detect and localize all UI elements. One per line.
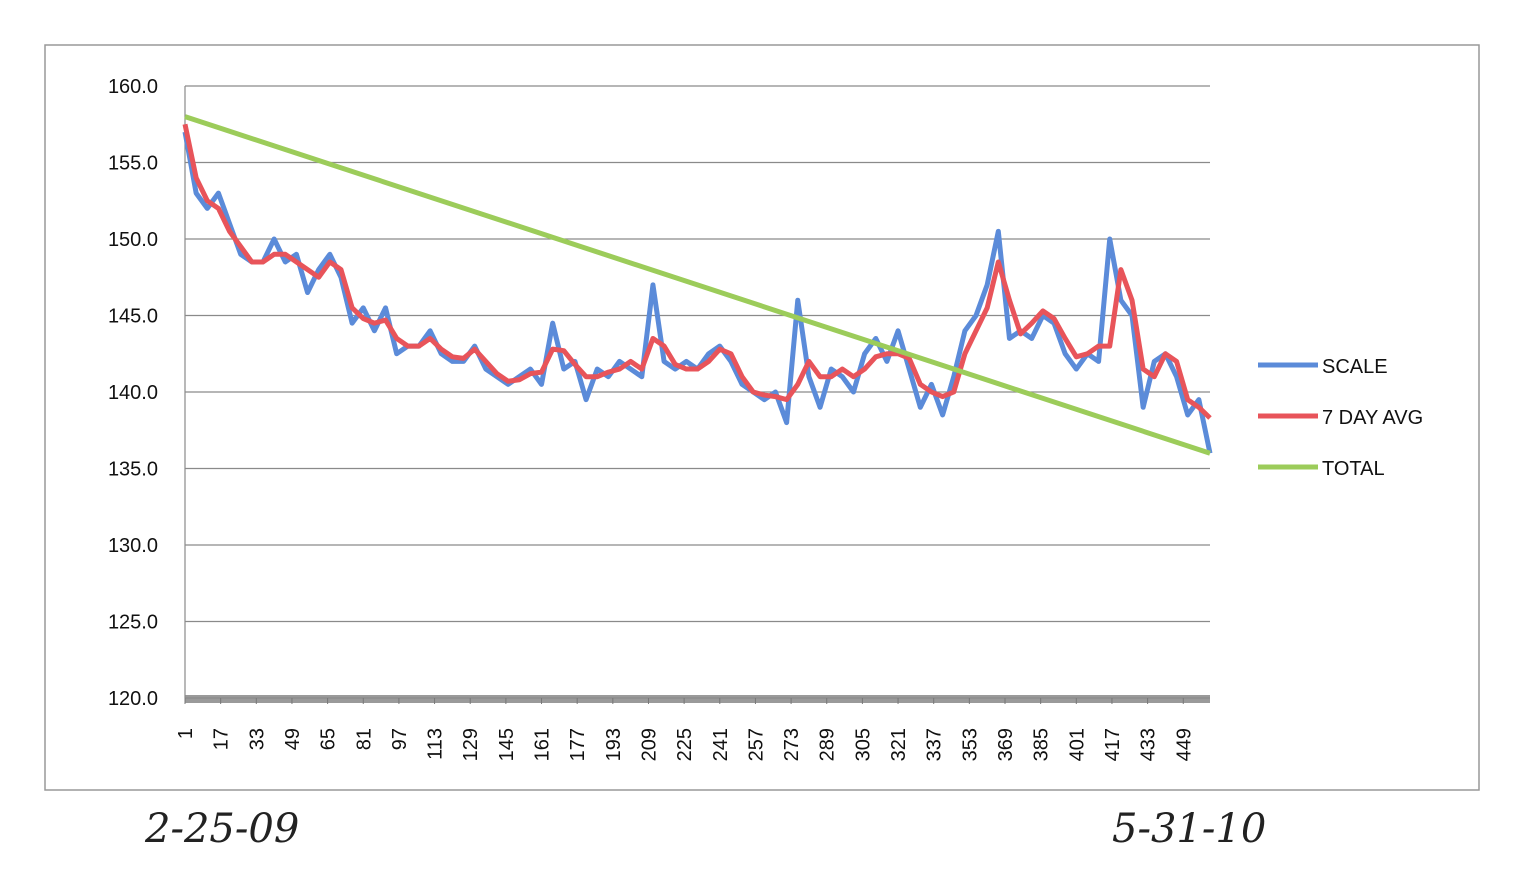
x-tick-label: 401 (1066, 728, 1088, 761)
x-tick-label: 241 (710, 728, 732, 761)
x-tick-label: 161 (532, 728, 554, 761)
y-tick-label: 140.0 (108, 382, 158, 404)
x-tick-label: 225 (674, 728, 696, 761)
x-tick-label: 145 (496, 728, 518, 761)
x-tick-label: 305 (852, 728, 874, 761)
y-tick-label: 125.0 (108, 612, 158, 634)
chart-border (44, 44, 1480, 791)
y-tick-label: 130.0 (108, 535, 158, 557)
y-tick-label: 155.0 (108, 153, 158, 175)
x-tick-label: 289 (817, 728, 839, 761)
x-tick-label: 209 (638, 728, 660, 761)
x-tick-label: 177 (567, 728, 589, 761)
series-line (182, 123, 1212, 420)
y-tick-label: 150.0 (108, 229, 158, 251)
x-tick-label: 433 (1138, 728, 1160, 761)
x-tick-label: 257 (745, 728, 767, 761)
x-tick-label: 81 (353, 728, 375, 750)
x-tick-label: 129 (460, 728, 482, 761)
series-line (184, 114, 1211, 456)
y-tick-label: 120.0 (108, 688, 158, 710)
x-tick-label: 17 (211, 728, 233, 750)
x-tick-label: 193 (603, 728, 625, 761)
x-tick-label: 385 (1031, 728, 1053, 761)
x-tick-label: 321 (888, 728, 910, 761)
x-tick-label: 353 (959, 728, 981, 761)
x-tick-label: 273 (781, 728, 803, 761)
y-tick-label: 135.0 (108, 459, 158, 481)
x-tick-label: 417 (1102, 728, 1124, 761)
x-axis-band (185, 695, 1210, 703)
legend-label: 7 DAY AVG (1322, 407, 1423, 429)
legend-label: TOTAL (1322, 458, 1385, 480)
x-tick-label: 65 (318, 728, 340, 750)
x-tick-label: 97 (389, 728, 411, 750)
y-tick-label: 145.0 (108, 306, 158, 328)
legend-label: SCALE (1322, 356, 1388, 378)
start-date-note: 2-25-09 (144, 806, 299, 852)
x-tick-label: 1 (175, 728, 197, 739)
x-tick-label: 113 (425, 728, 447, 760)
x-tick-label: 33 (246, 728, 268, 750)
end-date-note: 5-31-10 (1112, 806, 1266, 852)
x-tick-label: 337 (924, 728, 946, 761)
y-tick-label: 160.0 (108, 76, 158, 98)
x-tick-label: 449 (1173, 728, 1195, 761)
x-tick-label: 49 (282, 728, 304, 750)
x-tick-label: 369 (995, 728, 1017, 761)
